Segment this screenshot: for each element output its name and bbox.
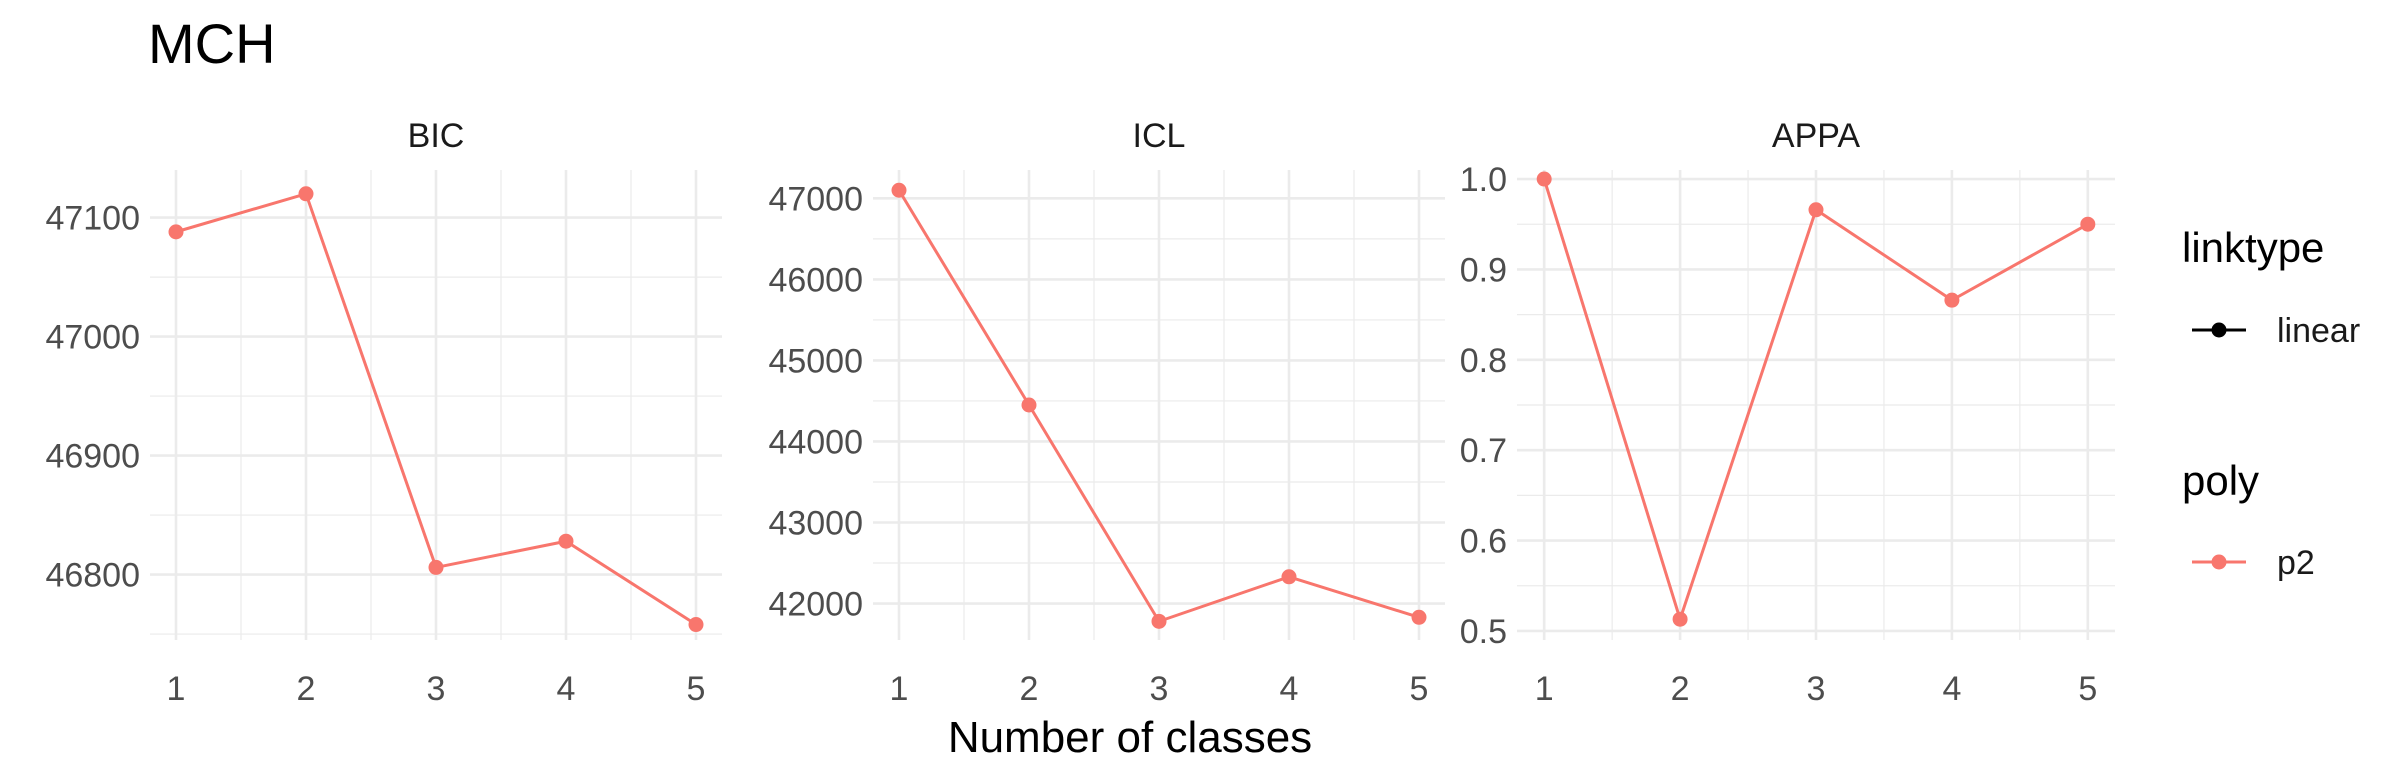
facet-strip-label: BIC <box>408 117 465 155</box>
data-point <box>1672 611 1688 627</box>
legend-key-point <box>2211 554 2227 570</box>
x-tick-label: 5 <box>1410 670 1429 708</box>
x-tick-label: 3 <box>427 670 446 708</box>
data-point <box>1021 397 1037 413</box>
y-tick-label: 46900 <box>45 438 140 476</box>
facet-strip-label: ICL <box>1133 117 1186 155</box>
x-tick-label: 2 <box>1020 670 1039 708</box>
x-tick-label: 4 <box>1942 670 1961 708</box>
y-tick-label: 0.8 <box>1460 342 1507 380</box>
data-point <box>891 182 907 198</box>
legend: linktype linear poly p2 <box>2182 224 2360 582</box>
x-tick-label: 3 <box>1150 670 1169 708</box>
legend-title-poly: poly <box>2182 457 2259 504</box>
y-tick-label: 47000 <box>768 180 863 218</box>
y-tick-label: 42000 <box>768 586 863 624</box>
data-point <box>558 533 574 549</box>
y-tick-label: 45000 <box>768 342 863 380</box>
facet-strip-label: APPA <box>1772 117 1861 155</box>
x-tick-label: 1 <box>1535 670 1554 708</box>
data-point <box>1944 292 1960 308</box>
y-tick-label: 44000 <box>768 423 863 461</box>
x-tick-label: 4 <box>1280 670 1299 708</box>
data-point <box>428 559 444 575</box>
legend-key-point <box>2211 322 2227 338</box>
x-tick-label: 5 <box>2078 670 2097 708</box>
data-point <box>298 186 314 202</box>
data-point <box>2080 216 2096 232</box>
y-tick-label: 43000 <box>768 505 863 543</box>
data-point <box>168 224 184 240</box>
y-tick-label: 0.5 <box>1460 613 1507 651</box>
y-tick-label: 0.9 <box>1460 251 1507 289</box>
legend-label-linear: linear <box>2277 312 2360 350</box>
x-tick-label: 1 <box>890 670 909 708</box>
facet-panel-icl: 42000 43000 44000 45000 46000 47000 1 2 3 4 5 ICL <box>768 117 1445 708</box>
y-tick-label: 46000 <box>768 261 863 299</box>
legend-label-p2: p2 <box>2277 544 2315 582</box>
x-tick-label: 2 <box>1671 670 1690 708</box>
x-tick-label: 1 <box>167 670 186 708</box>
y-tick-label: 1.0 <box>1460 161 1507 199</box>
data-point <box>1281 569 1297 585</box>
chart-title: MCH <box>148 12 276 75</box>
y-tick-label: 47000 <box>45 319 140 357</box>
data-point <box>688 617 704 633</box>
data-point <box>1536 171 1552 187</box>
y-tick-label: 0.6 <box>1460 523 1507 561</box>
x-tick-label: 4 <box>557 670 576 708</box>
y-tick-label: 47100 <box>45 200 140 238</box>
x-axis-label: Number of classes <box>948 713 1312 762</box>
facet-panel-appa: 0.5 0.6 0.7 0.8 0.9 1.0 1 2 3 4 5 APPA <box>1460 117 2115 708</box>
y-tick-label: 46800 <box>45 557 140 595</box>
facet-panel-bic: 46800 46900 47000 47100 1 2 3 4 5 BIC <box>45 117 722 708</box>
x-tick-label: 3 <box>1807 670 1826 708</box>
data-point <box>1151 613 1167 629</box>
data-point <box>1411 609 1427 625</box>
y-tick-label: 0.7 <box>1460 432 1507 470</box>
data-point <box>1808 202 1824 218</box>
legend-title-linktype: linktype <box>2182 224 2324 271</box>
x-tick-label: 2 <box>297 670 316 708</box>
x-tick-label: 5 <box>687 670 706 708</box>
